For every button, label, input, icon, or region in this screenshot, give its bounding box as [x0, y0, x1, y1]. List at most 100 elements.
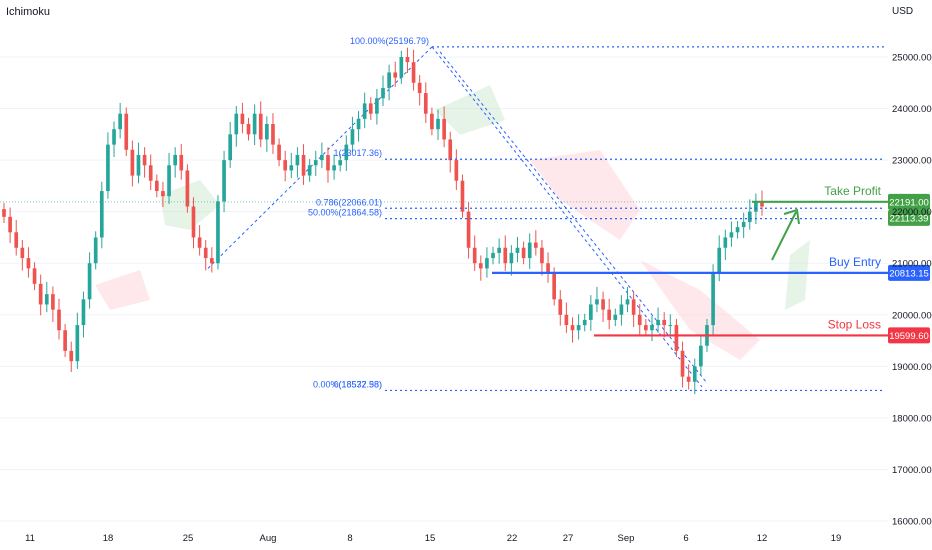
time-tick-label: 12 [757, 533, 768, 544]
price-tick-label: 20000.00 [892, 310, 932, 321]
fib-level-label: 50.00%(21864.58) [308, 208, 382, 218]
candle-body [20, 247, 25, 259]
candle-body [203, 247, 208, 259]
candle-body [393, 72, 398, 78]
trade-level-label: Stop Loss [828, 317, 881, 331]
cloud-patch [160, 180, 220, 230]
candle-body [699, 345, 703, 367]
candle-body [644, 325, 648, 331]
indicator-title[interactable]: Ichimoku [6, 6, 51, 18]
candle-body [307, 165, 312, 176]
price-tag-label: 22191.00 [889, 197, 929, 208]
time-tick-label: 8 [347, 533, 352, 544]
candle-body [546, 263, 550, 274]
candle-body [405, 57, 410, 63]
candle-body [32, 268, 37, 284]
candle-body [8, 216, 12, 233]
candle-body [613, 314, 618, 320]
price-tick-label: 17000.00 [892, 465, 932, 476]
candle-body [741, 221, 746, 228]
price-tick-label: 19000.00 [892, 362, 932, 373]
price-tag-label: 20813.15 [889, 268, 929, 279]
candle-body [478, 263, 483, 269]
candle-body [497, 247, 501, 253]
candle-body [234, 113, 239, 135]
candle-body [521, 247, 526, 259]
time-axis: 11 18 25 Aug 8 15 22 27 Sep 6 12 19 [25, 533, 841, 544]
candle-body [399, 57, 404, 78]
fib-overlap-label: 0(18577.98) [333, 379, 382, 389]
candle-body [338, 160, 343, 166]
candle-body [191, 206, 196, 238]
candle-body [650, 325, 654, 331]
grid-lines [0, 56, 888, 522]
candle-body [564, 314, 569, 326]
candle-body [210, 258, 214, 264]
candle-body [265, 124, 269, 140]
candle-body [491, 252, 495, 259]
candle-body [485, 258, 489, 269]
candle-body [436, 118, 440, 130]
candle-body [332, 165, 336, 171]
candle-body [283, 160, 288, 171]
candle-body [692, 366, 697, 382]
candle-body [747, 211, 752, 222]
candle-body [216, 201, 220, 264]
candle-body [222, 160, 226, 202]
candle-body [423, 93, 428, 114]
candle-body [417, 82, 422, 94]
candle-body [106, 144, 110, 192]
arrow-icon [771, 211, 797, 261]
candle-body [167, 165, 171, 197]
fib-trendline [439, 51, 707, 383]
candle-body [44, 294, 49, 305]
candle-body [118, 113, 122, 130]
candle-body [533, 242, 538, 248]
candle-body [99, 191, 104, 238]
candle-body [686, 376, 691, 382]
candle-body [595, 299, 599, 305]
trade-level-label: Buy Entry [829, 255, 881, 269]
time-tick-label: 11 [25, 533, 35, 544]
candle-body [326, 154, 330, 171]
cloud-patch [435, 85, 505, 135]
candle-body [674, 325, 679, 351]
price-tag [888, 264, 930, 281]
candle-body [442, 118, 446, 140]
fib-level-label: 100.00%(25196.79) [350, 36, 429, 46]
candle-body [362, 103, 367, 119]
candle-body [350, 129, 355, 145]
candle-body [148, 165, 153, 181]
candle-body [729, 232, 734, 238]
candle-body [656, 319, 660, 326]
price-tick-label: 25000.00 [892, 53, 932, 64]
candle-body [460, 180, 465, 212]
candle-body [173, 154, 177, 166]
candle-body [75, 325, 80, 362]
candle-body [717, 247, 722, 274]
fib-trendline [207, 46, 433, 269]
candle-body [754, 201, 758, 212]
candle-body [240, 113, 245, 125]
candle-body [320, 154, 324, 161]
candle-body [252, 113, 257, 135]
candle-body [527, 242, 532, 259]
candle-body [631, 299, 636, 315]
time-tick-label: 18 [103, 533, 114, 544]
candle-body [448, 139, 453, 161]
candle-body [540, 247, 544, 264]
fib-level-label: 0.00%(18532.58) [313, 379, 382, 389]
price-axis: 25000.00 24000.00 23000.00 22000.00 21000.00… [892, 53, 932, 528]
candle-body [368, 103, 373, 114]
price-tick-label: 24000.00 [892, 104, 932, 115]
price-tag-label: 19599.60 [889, 331, 929, 342]
candle-body [63, 330, 67, 351]
time-tick-label: 6 [683, 533, 688, 544]
time-tick-label: 19 [831, 533, 842, 544]
cloud-patch [785, 240, 810, 310]
candle-body [637, 314, 642, 326]
candle-body [582, 319, 587, 326]
candle-body [38, 283, 43, 305]
fib-trendline [431, 46, 703, 388]
